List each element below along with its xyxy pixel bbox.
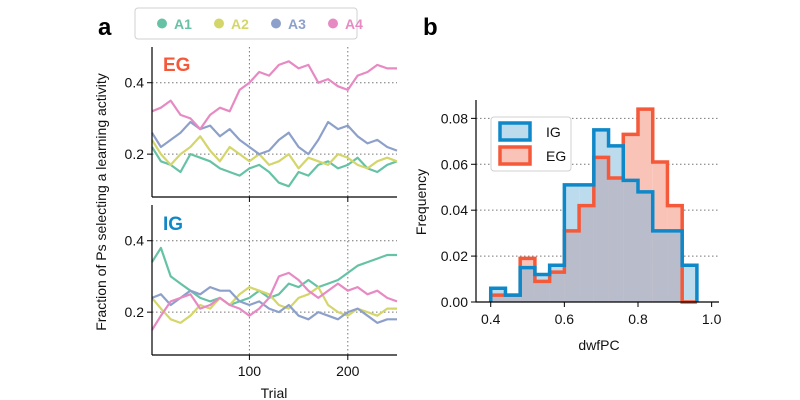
overlap-bar bbox=[564, 230, 580, 302]
overlap-bar bbox=[505, 295, 521, 302]
panel-b-y-axis-title: Frequency bbox=[413, 169, 429, 235]
ig-step-outline bbox=[488, 128, 699, 302]
panel-a-bottom-series-a1 bbox=[151, 246, 397, 307]
panel-a-bottom-y-tick-label: 0.4 bbox=[125, 233, 145, 249]
legend-marker-a1 bbox=[157, 18, 167, 29]
legend-marker-a3 bbox=[271, 18, 281, 29]
panel-a-bottom-x-tick-label: 100 bbox=[238, 363, 262, 379]
panel-a-top-series-a3 bbox=[151, 120, 398, 156]
legend-marker-a2 bbox=[214, 18, 224, 29]
legend-swatch-eg bbox=[498, 145, 532, 166]
panel-b-x-tick-label: 0.4 bbox=[481, 311, 501, 327]
panel-a-legend-frame bbox=[134, 7, 358, 40]
overlap-bar bbox=[534, 281, 550, 302]
legend-swatch-ig bbox=[498, 121, 532, 142]
legend-label-a2: A2 bbox=[231, 16, 249, 32]
panel-a-bottom-y-tick-label: 0.2 bbox=[125, 304, 145, 320]
panel-a-top-series-a1 bbox=[151, 146, 398, 188]
panel-a-legend: A1 A2 A3 A4 bbox=[134, 7, 363, 40]
panel-a-letter: a bbox=[98, 14, 112, 41]
legend-label-a1: A1 bbox=[174, 16, 192, 32]
data-layer bbox=[151, 60, 699, 331]
panel-a-bottom-series-a3 bbox=[151, 286, 397, 324]
overlap-bar bbox=[549, 272, 565, 302]
legend-label-a3: A3 bbox=[288, 16, 306, 32]
overlap-bar bbox=[593, 157, 609, 302]
panel-b-x-tick-label: 0.6 bbox=[555, 311, 575, 327]
panel-b-x-axis-title: dwfPC bbox=[578, 337, 619, 353]
legend-label-eg: EG bbox=[546, 148, 566, 164]
overlap-bar bbox=[579, 205, 594, 302]
panel-a-y-axis-title: Fraction of Ps selecting a learning acti… bbox=[93, 73, 109, 331]
panel-b-y-tick-label: 0.04 bbox=[441, 202, 468, 218]
panel-b-x-tick-label: 0.8 bbox=[628, 311, 648, 327]
panel-a-top-series-a4 bbox=[151, 60, 397, 131]
overlap-bar bbox=[608, 178, 624, 302]
eg-panel-tag: EG bbox=[163, 55, 190, 76]
overlap-bar bbox=[667, 230, 683, 302]
legend-label-ig: IG bbox=[546, 124, 561, 140]
ig-bar bbox=[682, 265, 697, 302]
panel-b-y-tick-label: 0.02 bbox=[441, 248, 468, 264]
panel-a-top-y-tick-label: 0.2 bbox=[125, 146, 145, 162]
panel-a-top-y-tick-label: 0.4 bbox=[125, 75, 145, 91]
overlap-bar bbox=[623, 180, 638, 302]
panel-a-bottom-x-tick-label: 200 bbox=[336, 363, 360, 379]
overlap-bar bbox=[652, 230, 668, 302]
panel-b-legend: IG EG bbox=[490, 116, 572, 172]
panel-b-y-tick-label: 0.08 bbox=[441, 110, 468, 126]
legend-marker-a4 bbox=[328, 18, 338, 29]
legend-label-a4: A4 bbox=[345, 16, 363, 32]
axes-layer: 0.2 0.4 0.2 0.4 100 200 0.00 0.02 0.04 0.06 0.08 0.… bbox=[125, 47, 722, 379]
panel-a-top-series-a2 bbox=[151, 135, 398, 170]
panel-b-x-tick-label: 1.0 bbox=[702, 311, 722, 327]
panel-b-letter: b bbox=[423, 14, 438, 41]
panel-a-bottom-series-a4 bbox=[151, 271, 398, 331]
ig-panel-tag: IG bbox=[163, 214, 183, 235]
overlap-bar bbox=[520, 267, 535, 302]
overlap-bar bbox=[638, 191, 653, 302]
overlap-bar bbox=[490, 295, 506, 302]
panel-a-x-axis-title: Trial bbox=[261, 385, 288, 400]
panel-b-y-tick-label: 0.00 bbox=[441, 294, 468, 310]
panel-b-y-tick-label: 0.06 bbox=[441, 156, 468, 172]
